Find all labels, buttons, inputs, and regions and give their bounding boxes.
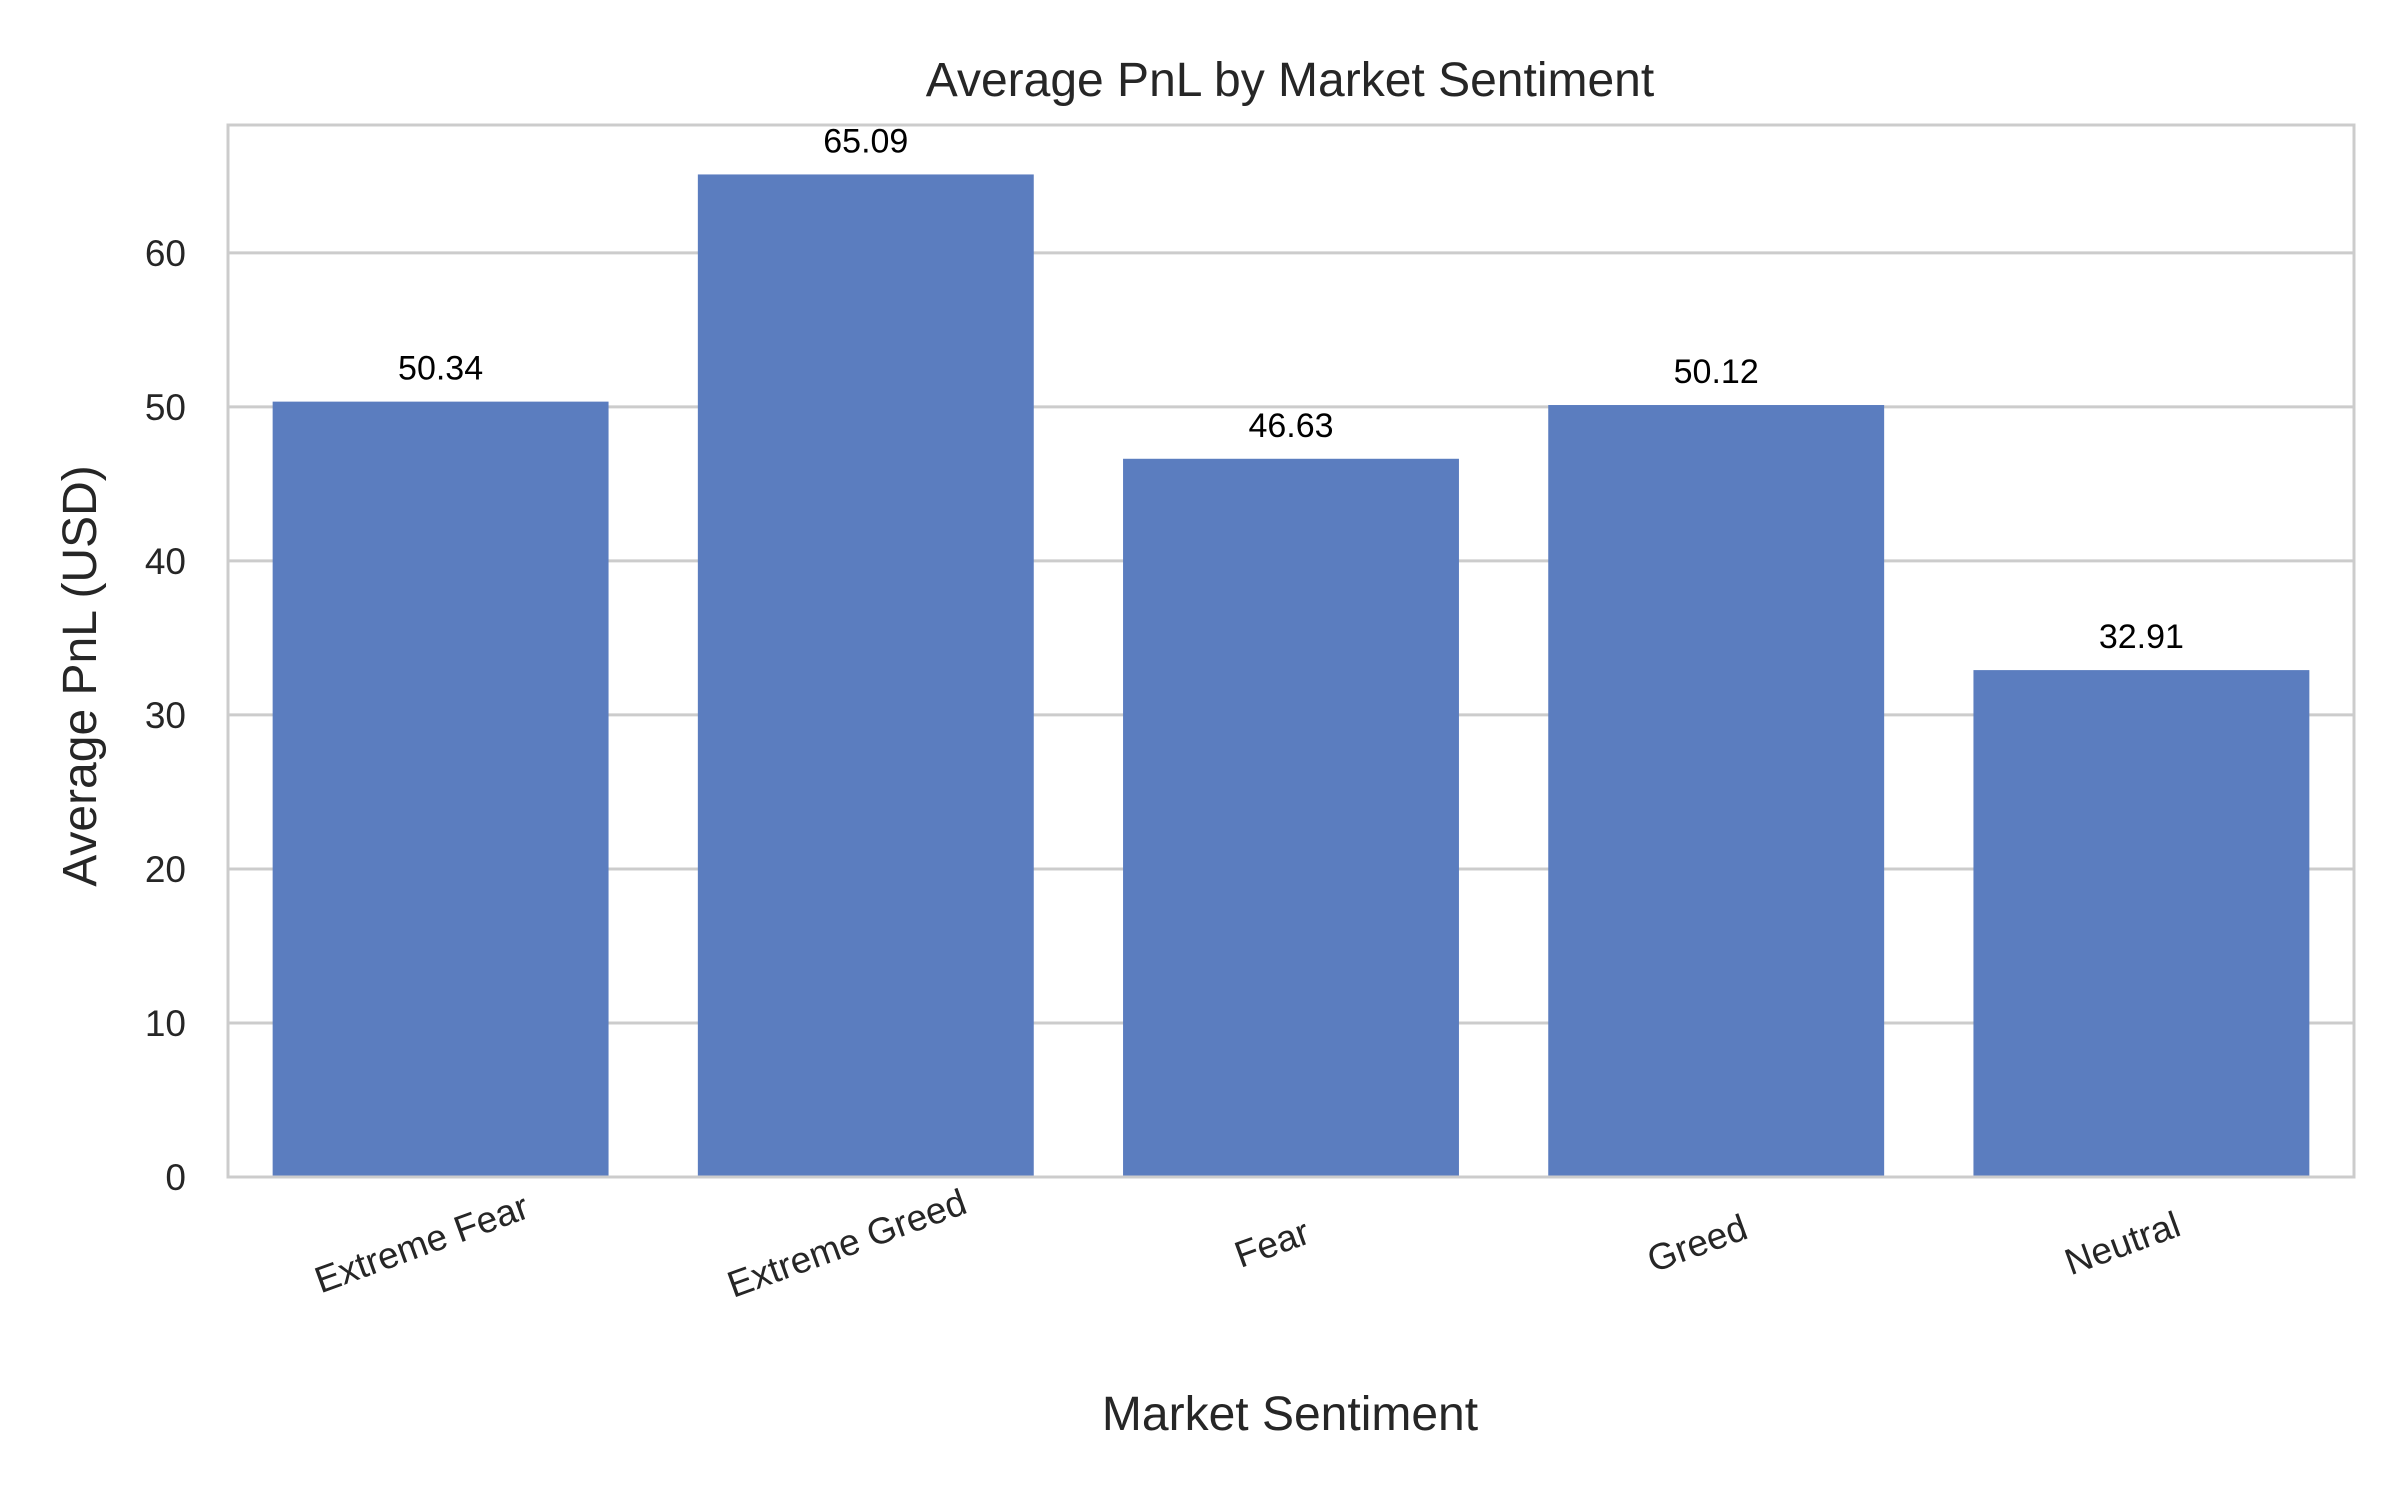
y-tick-label: 60 [145,233,186,274]
y-tick-label: 40 [145,541,186,582]
data-labels: 50.34 65.09 46.63 50.12 32.91 [398,122,2184,656]
y-tick-label: 30 [145,695,186,736]
y-tick-label: 20 [145,849,186,890]
bar-value-label: 50.12 [1674,353,1759,391]
y-axis-ticks: 0 10 20 30 40 50 60 [145,233,186,1198]
bar [1548,405,1885,1177]
bar-value-label: 50.34 [398,350,483,388]
x-axis-label: Market Sentiment [1102,1388,1478,1441]
y-tick-label: 50 [145,387,186,428]
y-tick-label: 10 [145,1003,186,1044]
y-axis-label: Average PnL (USD) [54,465,107,887]
bars [272,174,2310,1178]
bar [272,401,609,1177]
plot-frame [226,123,2356,1179]
chart-title: Average PnL by Market Sentiment [926,54,1654,107]
bar [1123,458,1459,1177]
bar-value-label: 65.09 [823,122,908,160]
bar [1973,670,2310,1177]
bar-value-label: 32.91 [2099,618,2184,656]
y-tick-label: 0 [165,1157,186,1198]
bar [697,174,1034,1178]
bar-value-label: 46.63 [1248,407,1333,445]
